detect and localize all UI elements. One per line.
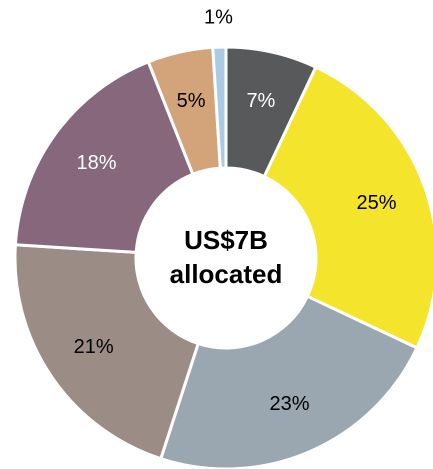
slice-label: 25% <box>357 192 397 214</box>
slice-label: 18% <box>77 152 117 174</box>
slice-label: 23% <box>270 393 310 415</box>
slice <box>262 65 433 350</box>
slice-label: 1% <box>204 6 233 28</box>
center-label: US$7B <box>184 225 268 255</box>
slice <box>13 243 201 461</box>
center-label: allocated <box>170 259 283 289</box>
slice <box>158 294 419 469</box>
slice <box>13 59 195 254</box>
slice-label: 7% <box>246 90 275 112</box>
slice <box>211 45 228 170</box>
slice-label: 21% <box>74 336 114 358</box>
slice-label: 5% <box>177 90 206 112</box>
